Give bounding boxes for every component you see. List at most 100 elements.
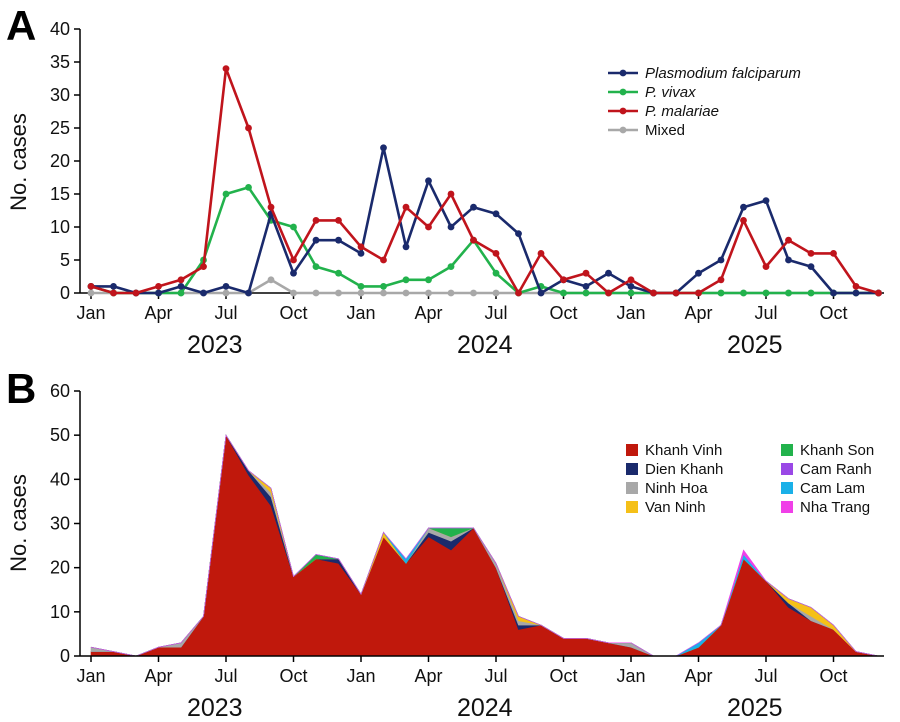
data-point-p-vivax <box>177 289 185 297</box>
panel-b-x-tick-label: Jan <box>616 666 645 686</box>
data-point-plasmodium-falciparum <box>830 289 837 297</box>
data-point-plasmodium-falciparum <box>447 223 455 231</box>
data-point-plasmodium-falciparum <box>110 283 117 290</box>
panel-b-y-tick-label: 50 <box>50 425 70 445</box>
panel-b-year-label: 2024 <box>457 694 513 722</box>
legend-swatch <box>626 463 638 475</box>
panel-a-y-tick-label: 20 <box>50 151 70 171</box>
data-point-p-malariae <box>222 65 230 72</box>
series-plasmodium-falciparum <box>87 144 882 297</box>
data-point-p-malariae <box>380 256 387 264</box>
legend-swatch-marker <box>619 88 627 96</box>
legend-label: Dien Khanh <box>645 461 723 478</box>
legend-label: Plasmodium falciparum <box>645 65 801 82</box>
data-point-mixed <box>290 289 297 297</box>
legend-swatch <box>626 482 638 494</box>
panel-a-x-tick-label: Jan <box>76 303 105 323</box>
data-point-p-malariae <box>470 236 477 244</box>
panel-a-x-tick-label: Apr <box>414 303 442 323</box>
data-point-plasmodium-falciparum <box>852 289 860 297</box>
data-point-mixed <box>425 289 432 297</box>
legend-swatch <box>626 444 638 456</box>
panel-b-x-tick-label: Jul <box>484 666 507 686</box>
panel-b-y-tick-label: 10 <box>50 602 70 622</box>
legend-swatch-marker <box>619 126 627 134</box>
panel-a-year-label: 2025 <box>727 331 783 359</box>
data-point-plasmodium-falciparum <box>537 289 545 297</box>
panel-b-x-tick-label: Oct <box>549 666 577 686</box>
panel-a-legend: Plasmodium falciparum P. vivax P. malariae… <box>608 65 801 139</box>
data-point-p-vivax <box>222 190 230 198</box>
data-point-p-malariae <box>830 250 837 257</box>
panel-b-y-tick-label: 0 <box>60 646 70 666</box>
legend-swatch-marker <box>619 69 627 77</box>
data-point-p-vivax <box>402 276 410 284</box>
data-point-p-malariae <box>650 289 657 297</box>
data-point-p-malariae <box>852 283 860 290</box>
data-point-p-vivax <box>425 276 432 284</box>
data-point-p-malariae <box>740 217 747 224</box>
legend-entry-p-malariae: P. malariae <box>608 103 719 120</box>
series-line-p-malariae <box>90 67 879 295</box>
panel-a-x-tick-label: Apr <box>684 303 712 323</box>
panel-a-x-tick-label: Jul <box>754 303 777 323</box>
data-point-p-vivax <box>785 289 792 297</box>
data-point-p-malariae <box>132 289 140 297</box>
data-point-plasmodium-falciparum <box>627 283 635 290</box>
panel-a-year-label: 2024 <box>457 331 513 359</box>
data-point-p-malariae <box>762 263 770 270</box>
panel-b-y-tick-label: 40 <box>50 469 70 489</box>
data-point-mixed <box>470 289 477 297</box>
panel-a-y-tick-label: 0 <box>60 283 70 303</box>
panel-b-y-tick-label: 30 <box>50 514 70 534</box>
panel-a-x-tick-label: Apr <box>144 303 172 323</box>
data-point-plasmodium-falciparum <box>515 230 522 238</box>
data-point-p-vivax <box>560 289 567 297</box>
legend-entry-ninh-hoa: Ninh Hoa <box>626 480 708 497</box>
data-point-p-vivax <box>357 283 365 290</box>
legend-label: Cam Lam <box>800 480 865 497</box>
data-point-plasmodium-falciparum <box>357 250 365 257</box>
legend-swatch <box>781 482 793 494</box>
panel-b-x-tick-label: Jul <box>754 666 777 686</box>
panel-a-y-tick-label: 40 <box>50 19 70 39</box>
legend-entry-plasmodium-falciparum: Plasmodium falciparum <box>608 65 801 82</box>
data-point-p-malariae <box>425 223 432 231</box>
panel-b-year-label: 2023 <box>187 694 243 722</box>
legend-entry-khanh-vinh: Khanh Vinh <box>626 442 722 459</box>
data-point-p-vivax <box>807 289 815 297</box>
panel-b-x-tick-label: Apr <box>144 666 172 686</box>
data-point-plasmodium-falciparum <box>425 177 432 185</box>
panel-a-x-tick-label: Oct <box>279 303 307 323</box>
data-point-p-malariae <box>605 289 612 297</box>
panel-b-y-tick-label: 20 <box>50 558 70 578</box>
data-point-plasmodium-falciparum <box>335 236 342 244</box>
data-point-mixed <box>87 289 95 297</box>
data-point-p-vivax <box>335 269 342 277</box>
data-point-mixed <box>402 289 410 297</box>
panel-b-x-tick-label: Jan <box>76 666 105 686</box>
panel-b-x-tick-label: Oct <box>819 666 847 686</box>
series-line-plasmodium-falciparum <box>91 146 879 295</box>
legend-label: Khanh Son <box>800 442 874 459</box>
panel-b-x-tick-label: Oct <box>279 666 307 686</box>
panel-a-x-tick-label: Jan <box>346 303 375 323</box>
legend-label: P. vivax <box>645 84 696 101</box>
data-point-p-malariae <box>447 190 455 198</box>
data-point-plasmodium-falciparum <box>807 263 815 270</box>
panel-a-y-tick-label: 10 <box>50 217 70 237</box>
data-point-p-malariae <box>515 289 522 297</box>
panel-a-y-tick-label: 35 <box>50 52 70 72</box>
data-point-plasmodium-falciparum <box>470 203 477 211</box>
panel-b-areas <box>90 434 879 657</box>
data-point-p-malariae <box>312 217 320 224</box>
panel-b-x-tick-label: Apr <box>414 666 442 686</box>
legend-label: Van Ninh <box>645 499 706 516</box>
data-point-p-malariae <box>87 283 95 290</box>
data-point-p-vivax <box>245 184 252 191</box>
data-point-p-malariae <box>807 250 815 257</box>
panel-b-axes: 0 10 20 30 40 50 60 Jan Apr Jul Oct Jan Apr Jul Oct Jan… <box>50 381 884 722</box>
data-point-plasmodium-falciparum <box>200 289 207 297</box>
series-line-p-vivax <box>90 186 879 295</box>
